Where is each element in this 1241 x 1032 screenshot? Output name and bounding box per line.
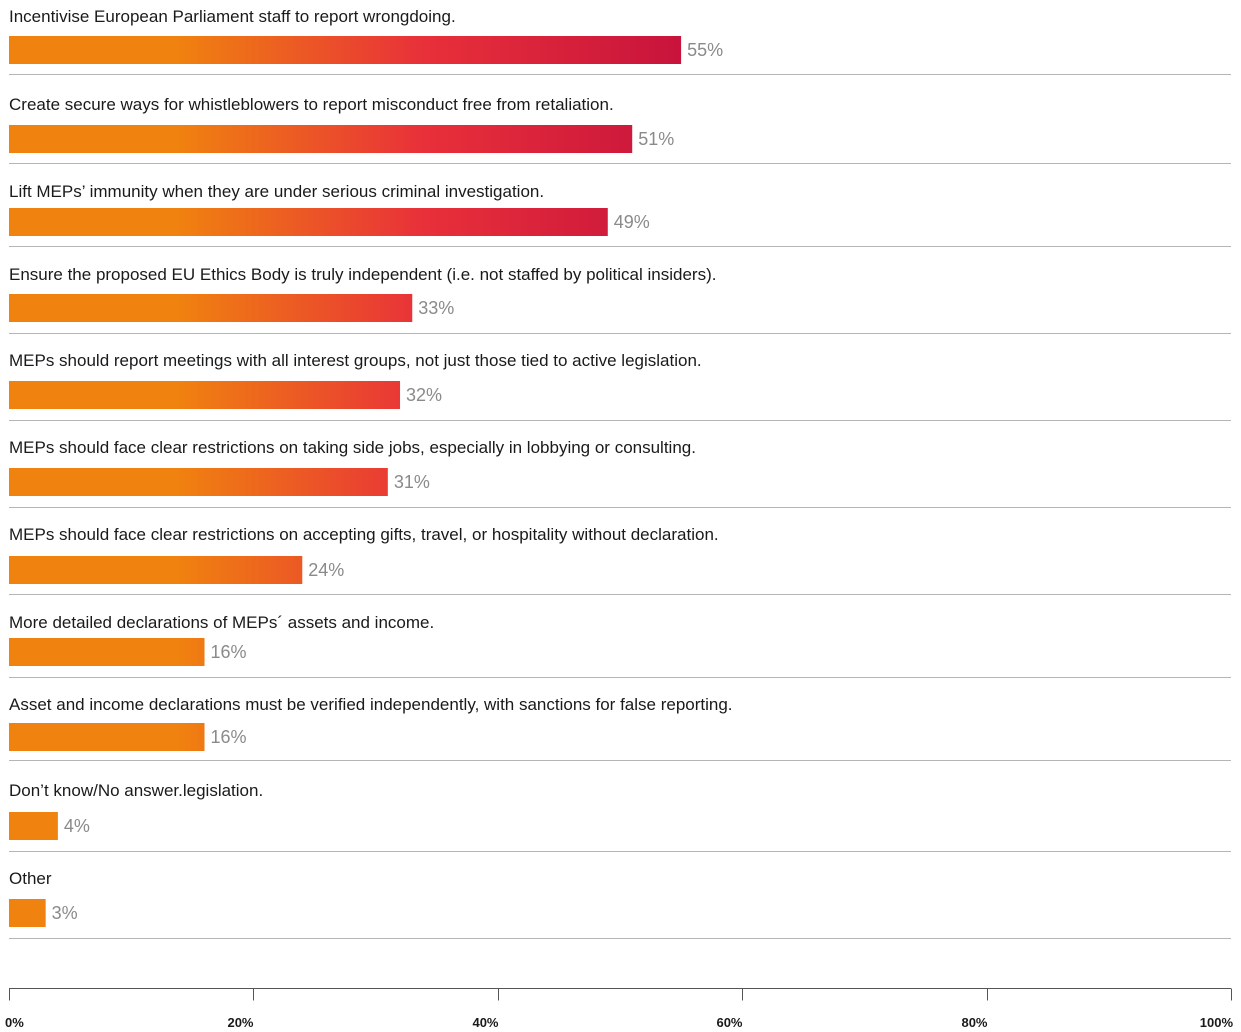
bar xyxy=(9,381,401,409)
category-label: More detailed declarations of MEPs´ asse… xyxy=(9,613,434,632)
value-label: 55% xyxy=(687,40,723,60)
bar-row: MEPs should face clear restrictions on t… xyxy=(9,438,1231,508)
bar-row: Create secure ways for whistleblowers to… xyxy=(9,95,1231,164)
value-label: 49% xyxy=(614,212,650,232)
bar xyxy=(9,638,205,666)
bar xyxy=(9,899,46,927)
bar-rows: Incentivise European Parliament staff to… xyxy=(9,7,1231,939)
category-label: Asset and income declarations must be ve… xyxy=(9,695,733,714)
x-tick-label: 60% xyxy=(716,1015,742,1030)
x-tick-label: 20% xyxy=(227,1015,253,1030)
category-label: MEPs should report meetings with all int… xyxy=(9,351,702,370)
value-label: 31% xyxy=(394,472,430,492)
value-label: 4% xyxy=(64,816,90,836)
category-label: Incentivise European Parliament staff to… xyxy=(9,7,456,26)
category-label: MEPs should face clear restrictions on t… xyxy=(9,438,696,457)
bar xyxy=(9,36,682,64)
x-tick-label: 0% xyxy=(5,1015,24,1030)
bar-row: More detailed declarations of MEPs´ asse… xyxy=(9,613,1231,678)
x-tick-label: 100% xyxy=(1200,1015,1234,1030)
bar-row: Don’t know/No answer.legislation. 4% xyxy=(9,781,1231,852)
bar xyxy=(9,468,388,496)
bar-row: MEPs should report meetings with all int… xyxy=(9,351,1231,421)
bar xyxy=(9,125,633,153)
category-label: Don’t know/No answer.legislation. xyxy=(9,781,263,800)
value-label: 24% xyxy=(308,560,344,580)
bar-row: Ensure the proposed EU Ethics Body is tr… xyxy=(9,265,1231,334)
bar-row: Incentivise European Parliament staff to… xyxy=(9,7,1231,75)
category-label: MEPs should face clear restrictions on a… xyxy=(9,525,719,544)
value-label: 33% xyxy=(418,298,454,318)
category-label: Other xyxy=(9,869,52,888)
x-tick-label: 40% xyxy=(472,1015,498,1030)
value-label: 16% xyxy=(211,642,247,662)
x-axis: 0% 20% 40% 60% 80% 100% xyxy=(5,988,1234,1030)
bar xyxy=(9,208,608,236)
bar-row: MEPs should face clear restrictions on a… xyxy=(9,525,1231,595)
x-tick-label: 80% xyxy=(961,1015,987,1030)
bar xyxy=(9,294,413,322)
bar-row: Lift MEPs’ immunity when they are under … xyxy=(9,182,1231,247)
category-label: Ensure the proposed EU Ethics Body is tr… xyxy=(9,265,716,284)
bar-row: Asset and income declarations must be ve… xyxy=(9,695,1231,761)
category-label: Create secure ways for whistleblowers to… xyxy=(9,95,614,114)
bar xyxy=(9,556,303,584)
value-label: 3% xyxy=(52,903,78,923)
category-label: Lift MEPs’ immunity when they are under … xyxy=(9,182,544,201)
value-label: 32% xyxy=(406,385,442,405)
value-label: 51% xyxy=(638,129,674,149)
value-label: 16% xyxy=(211,727,247,747)
bar xyxy=(9,812,58,840)
bar xyxy=(9,723,205,751)
